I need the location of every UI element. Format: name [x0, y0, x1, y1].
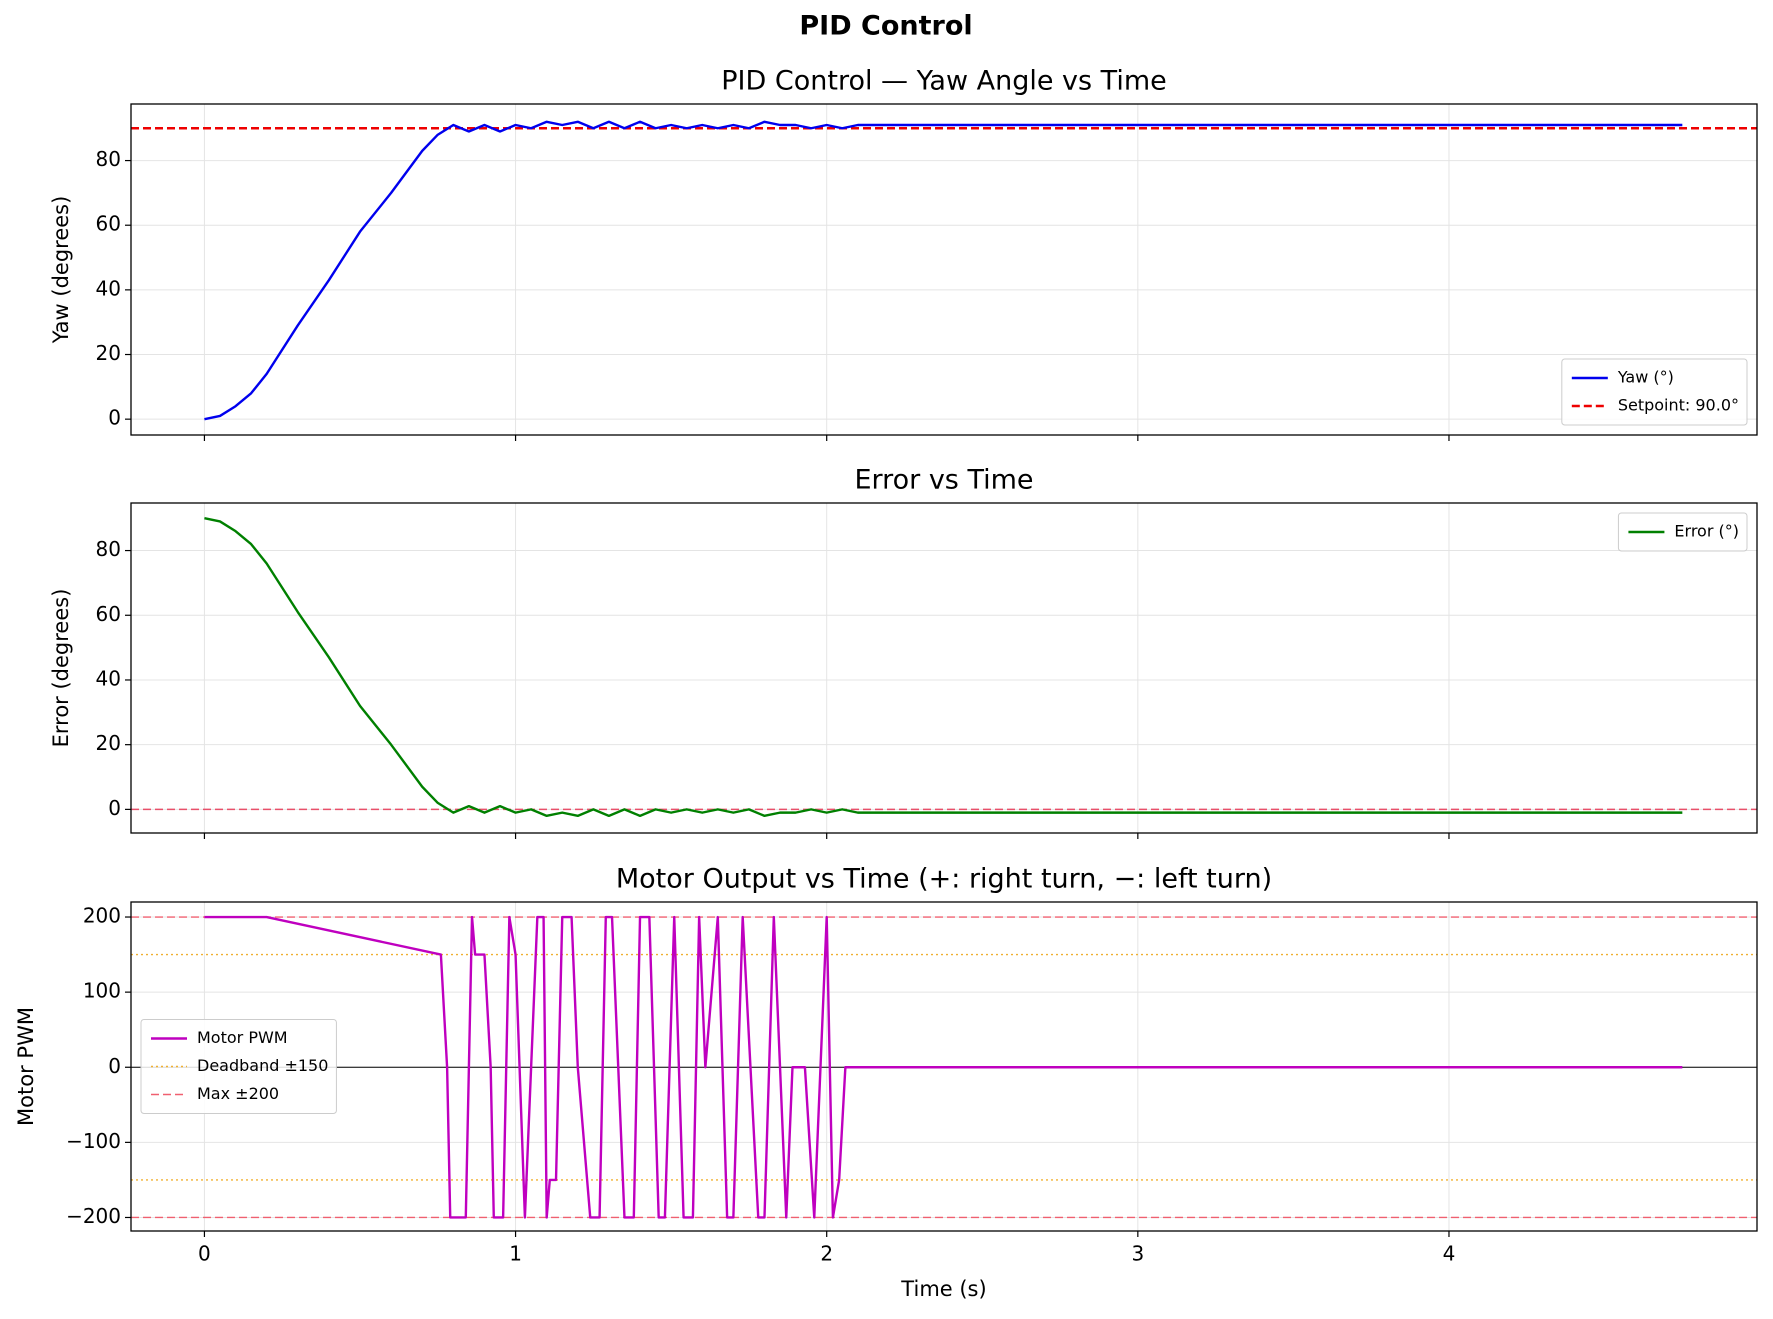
x-tick-label: 4: [1443, 1242, 1456, 1266]
legend-label: Setpoint: 90.0°: [1618, 396, 1739, 415]
legend-box: [1561, 358, 1748, 426]
legend: Motor PWM Deadband ±150 Max ±200: [140, 1019, 337, 1114]
y-tick-label: −100: [66, 1129, 121, 1153]
x-axis-label: Time (s): [900, 1277, 986, 1301]
legend-label: Error (°): [1674, 522, 1739, 541]
axes-title: PID Control — Yaw Angle vs Time: [721, 66, 1167, 97]
legend-label: Max ±200: [197, 1084, 279, 1103]
legend-box: [140, 1019, 337, 1114]
axes-frame: [130, 502, 1758, 834]
legend-label: Yaw (°): [1617, 368, 1674, 387]
y-axis-label: Motor PWM: [14, 1007, 38, 1126]
data-line: [204, 517, 1683, 818]
axes-title: Error vs Time: [854, 465, 1033, 496]
y-tick-label: 40: [96, 276, 121, 300]
x-tick-label: 2: [820, 1242, 833, 1266]
y-tick-label: 20: [96, 341, 121, 365]
figure-title: PID Control: [799, 11, 972, 42]
y-tick-label: −200: [66, 1204, 121, 1228]
y-tick-label: 0: [108, 406, 121, 430]
y-tick-label: 80: [96, 147, 121, 171]
legend: Yaw (°) Setpoint: 90.0°: [1561, 358, 1748, 426]
axes-frame: [130, 103, 1758, 436]
y-tick-label: 100: [83, 979, 121, 1003]
y-tick-label: 20: [96, 731, 121, 755]
legend: Error (°): [1617, 512, 1748, 552]
axes-frame: [130, 901, 1758, 1232]
y-axis-label: Yaw (degrees): [49, 196, 73, 345]
axes-title: Motor Output vs Time (+: right turn, −: …: [616, 864, 1272, 895]
legend-label: Deadband ±150: [197, 1056, 328, 1075]
y-tick-label: 0: [108, 796, 121, 820]
legend-label: Motor PWM: [197, 1028, 288, 1047]
x-tick-label: 0: [198, 1242, 211, 1266]
data-line: [204, 120, 1683, 421]
y-tick-label: 60: [96, 212, 121, 236]
legend-box: [1617, 512, 1748, 552]
y-tick-label: 40: [96, 666, 121, 690]
x-tick-label: 3: [1131, 1242, 1144, 1266]
y-axis-label: Error (degrees): [49, 589, 73, 748]
y-tick-label: 80: [96, 537, 121, 561]
data-line: [204, 915, 1683, 1219]
y-tick-label: 60: [96, 602, 121, 626]
x-tick-label: 1: [509, 1242, 522, 1266]
y-tick-label: 0: [108, 1054, 121, 1078]
y-tick-label: 200: [83, 904, 121, 928]
